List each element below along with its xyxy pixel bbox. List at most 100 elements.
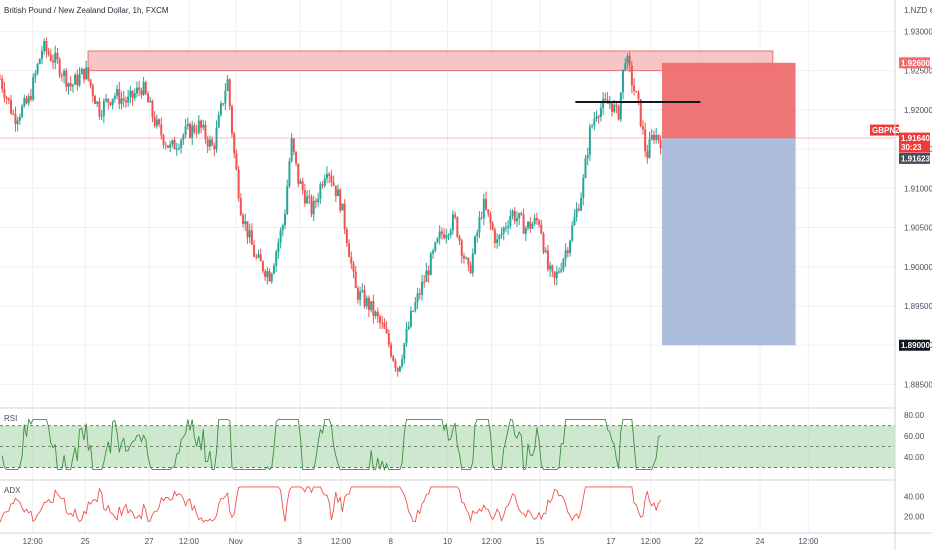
candle-body <box>447 235 450 237</box>
candle-body <box>460 240 463 256</box>
candle-body <box>297 163 300 184</box>
time-tick-label: 15 <box>535 537 544 546</box>
candle-body <box>575 208 578 217</box>
candle-body <box>284 214 287 226</box>
candle-body <box>0 78 1 80</box>
candle-body <box>659 140 662 149</box>
candle-body <box>69 83 72 87</box>
candle-body <box>458 236 461 241</box>
candle-body <box>518 212 521 219</box>
candle-body <box>270 273 273 282</box>
candle-body <box>394 360 397 369</box>
price-label-box <box>899 141 930 153</box>
candle-body <box>370 301 373 310</box>
candle-body <box>151 100 154 117</box>
candle-body <box>617 106 620 120</box>
candle-body <box>272 265 275 274</box>
candle-body <box>511 210 514 216</box>
candle-body <box>173 140 176 150</box>
candle-body <box>571 225 574 241</box>
candle-body <box>23 98 26 107</box>
candle-body <box>513 210 516 222</box>
candle-body <box>624 63 627 70</box>
time-tick-label: 8 <box>388 537 393 546</box>
candle-body <box>615 104 618 107</box>
candle-body <box>299 181 302 184</box>
candle-body <box>32 77 35 100</box>
candle-body <box>246 221 249 238</box>
candle-body <box>593 118 596 126</box>
candle-body <box>418 293 421 295</box>
candle-body <box>409 310 412 327</box>
stop-loss-zone[interactable] <box>662 62 796 139</box>
price-label-box <box>870 124 899 136</box>
candle-body <box>140 90 143 95</box>
candle-body <box>122 98 125 101</box>
candle-body <box>189 123 192 138</box>
candle-body <box>16 120 19 125</box>
candle-body <box>613 104 616 112</box>
candle-body <box>425 270 428 282</box>
candle-body <box>544 250 547 253</box>
overlays[interactable] <box>0 101 895 139</box>
candle-body <box>630 65 633 86</box>
take-profit-zone[interactable] <box>662 138 796 346</box>
resistance-zone[interactable] <box>87 50 774 72</box>
candle-body <box>295 151 298 164</box>
price-label: 30:23 <box>901 143 922 152</box>
time-tick-label: 12:00 <box>482 537 503 546</box>
candle-body <box>158 119 161 125</box>
candle-body <box>546 250 549 270</box>
candle-body <box>372 301 375 316</box>
candle-body <box>538 220 541 225</box>
candle-body <box>43 40 46 52</box>
candle-body <box>604 98 607 100</box>
candle-body <box>434 242 437 251</box>
candle-body <box>443 234 446 239</box>
time-tick-label: 10 <box>443 537 452 546</box>
drawings[interactable] <box>87 50 796 346</box>
candle-body <box>429 253 432 275</box>
candle-body <box>619 92 622 120</box>
currency-label[interactable]: 1.NZD ⊖ <box>904 6 932 15</box>
candle-body <box>414 302 417 311</box>
candle-body <box>383 322 386 329</box>
candle-body <box>352 263 355 272</box>
candle-body <box>91 85 94 97</box>
candle-body <box>365 297 368 307</box>
candle-body <box>268 271 271 282</box>
candle-body <box>80 68 83 75</box>
candle-body <box>228 79 231 107</box>
rsi-tick-label: 40.00 <box>904 453 925 462</box>
time-tick-label: 12:00 <box>331 537 352 546</box>
candle-body <box>107 98 110 103</box>
candle-body <box>451 214 454 231</box>
rsi-pane[interactable] <box>0 417 895 472</box>
candle-body <box>253 244 256 257</box>
candle-body <box>21 106 24 117</box>
candle-body <box>438 231 441 239</box>
candle-body <box>286 186 289 215</box>
candle-body <box>303 190 306 204</box>
candle-body <box>412 310 415 312</box>
candle-body <box>277 242 280 252</box>
candle-body <box>319 184 322 199</box>
candle-body <box>385 328 388 334</box>
rsi-tick-label: 60.00 <box>904 432 925 441</box>
candle-body <box>226 79 229 91</box>
candle-body <box>74 74 77 85</box>
time-tick-label: 25 <box>81 537 90 546</box>
candle-body <box>18 116 21 121</box>
candle-body <box>184 126 187 135</box>
candle-body <box>610 103 613 112</box>
candle-body <box>162 135 165 145</box>
candle-body <box>67 83 70 87</box>
adx-pane[interactable] <box>0 486 661 523</box>
price-tick-label: 1.92000 <box>904 106 932 115</box>
candle-body <box>34 73 37 78</box>
candle-body <box>440 231 443 235</box>
adx-label: ADX <box>4 486 21 495</box>
candle-body <box>250 230 253 245</box>
candle-body <box>639 99 642 127</box>
